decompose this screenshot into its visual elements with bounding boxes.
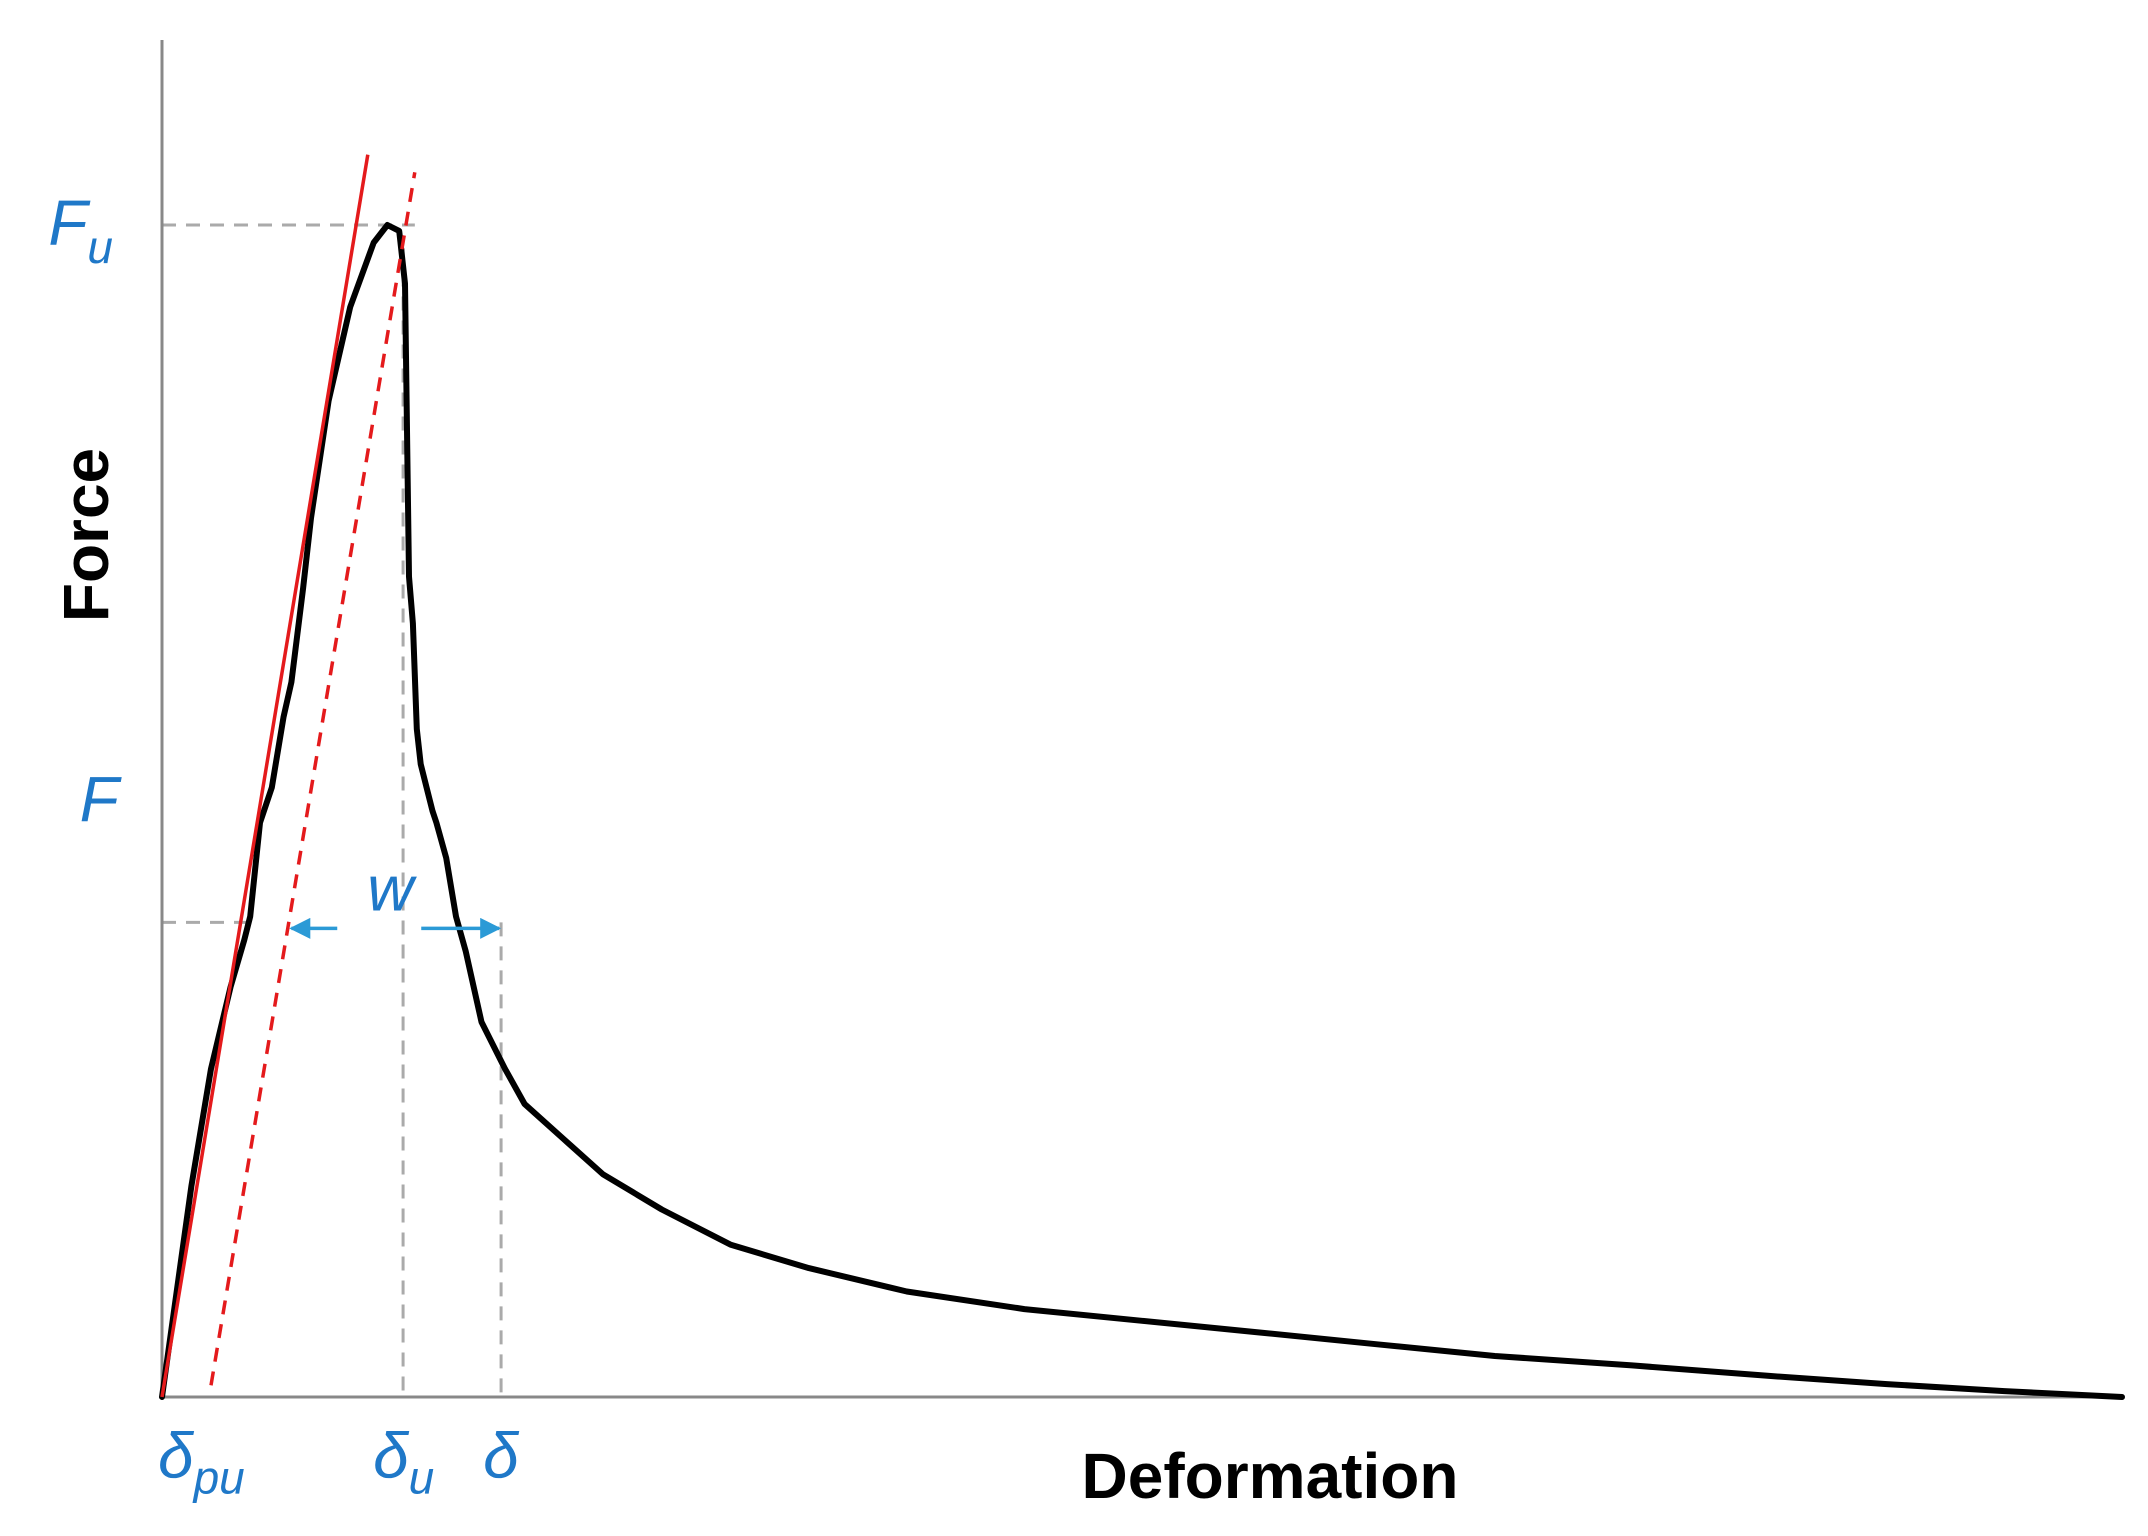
annotation-f: F xyxy=(80,763,123,835)
series-offset-tangent-line xyxy=(209,172,417,1386)
series-tangent-line xyxy=(160,154,370,1398)
annotation-fu: Fu xyxy=(48,187,113,273)
annotation-delta-u: δu xyxy=(373,1420,434,1504)
series-measured-curve xyxy=(159,222,2125,1400)
annotation-w: w xyxy=(367,853,417,925)
y-axis-title: Force xyxy=(50,448,122,622)
reference-lines xyxy=(162,223,503,1397)
annotation-delta: δ xyxy=(483,1420,520,1492)
annotation-delta-pu: δpu xyxy=(158,1420,245,1504)
axes xyxy=(160,40,2120,1399)
x-axis-title: Deformation xyxy=(1082,1440,1459,1512)
